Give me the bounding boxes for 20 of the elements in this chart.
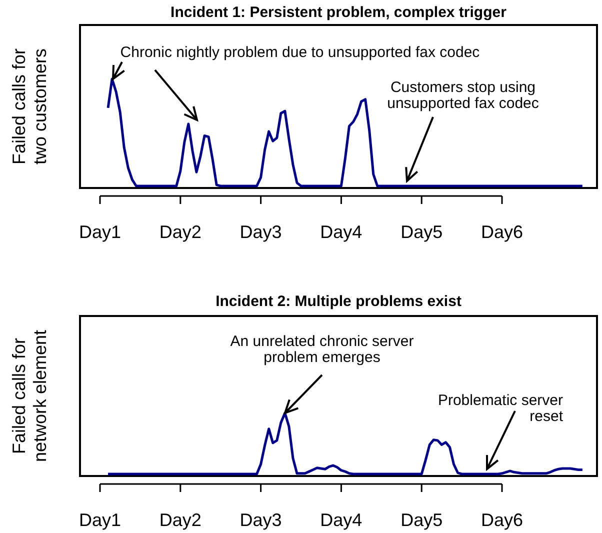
y-axis-title: Failed calls for network element [9,330,50,462]
text: An unrelated chronic server problem emerges [230,333,414,366]
x-tick-label: Day4 [320,510,362,530]
x-tick-label: Day2 [159,222,202,242]
x-tick-label: Day6 [480,222,524,242]
x-tick-label: Day6 [480,510,524,530]
x-tick-label: Day1 [78,510,122,530]
annotation: Customers stop using unsupported fax codec [387,79,540,112]
x-tick-label: Day1 [78,222,122,242]
y-axis-title: Failed calls for two customers [9,48,50,165]
text: Chronic nightly problem due to unsupported fax codec [120,44,480,61]
annotation: Problematic server reset [438,392,564,425]
x-tick-label: Day5 [400,222,443,242]
chart-title: Incident 2: Multiple problems exist [216,293,462,310]
x-tick-label: Day3 [240,222,282,242]
chart-title: Incident 1: Persistent problem, complex trigger [170,4,507,21]
x-tick-label: Day4 [320,222,362,242]
x-tick-label: Day2 [159,510,202,530]
x-tick-label: Day3 [240,510,282,530]
x-tick-label: Day5 [400,510,443,530]
